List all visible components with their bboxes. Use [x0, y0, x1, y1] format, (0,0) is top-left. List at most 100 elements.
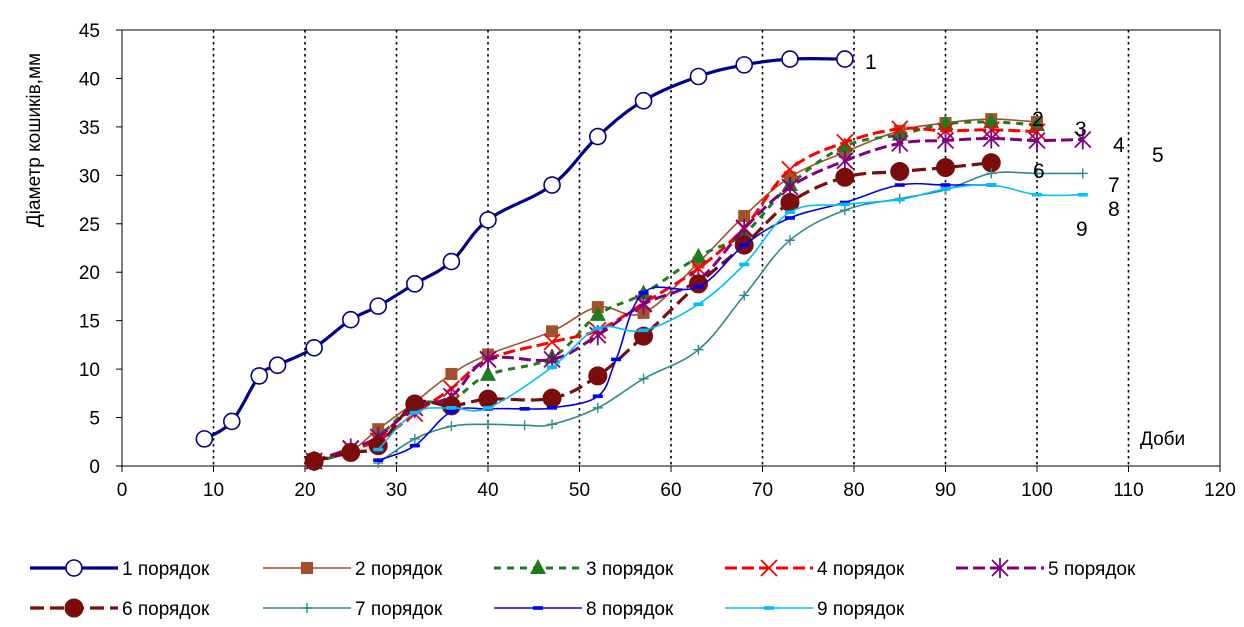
data-point — [983, 113, 1000, 129]
legend: 1 порядок 2 порядок 3 порядок 4 порядок 5 по… — [30, 558, 1136, 620]
legend-label: 2 порядок — [355, 559, 443, 580]
y-tick-label: 40 — [79, 69, 100, 90]
data-point — [543, 176, 561, 194]
data-point — [634, 91, 653, 110]
x-axis-title: Доби — [1140, 429, 1185, 450]
series-end-label: 1 — [865, 51, 877, 74]
legend-item-1: 1 порядок — [30, 559, 210, 580]
x-tick-label: 100 — [1021, 480, 1053, 501]
legend-label: 3 порядок — [586, 559, 674, 580]
x-tick-label: 70 — [752, 480, 773, 501]
data-point — [442, 252, 461, 271]
data-point — [446, 409, 457, 414]
data-point — [301, 562, 313, 574]
legend-item-9: 9 порядок — [725, 599, 905, 620]
data-point — [689, 67, 708, 86]
y-tick-label: 25 — [79, 215, 100, 236]
data-point — [781, 50, 799, 68]
data-point — [986, 183, 997, 187]
data-point — [735, 56, 754, 74]
data-point — [739, 243, 750, 247]
data-point — [940, 183, 951, 187]
data-point — [764, 606, 774, 610]
series-end-label: 3 — [1075, 118, 1087, 141]
data-point — [223, 412, 241, 431]
data-point — [250, 367, 269, 385]
x-tick-label: 80 — [843, 480, 864, 501]
data-point — [483, 406, 493, 410]
y-tick-label: 0 — [89, 457, 100, 478]
legend-label: 4 порядок — [817, 559, 905, 580]
y-tick-label: 15 — [79, 312, 100, 333]
series-end-label: 4 — [1113, 134, 1125, 157]
x-tick-label: 120 — [1204, 480, 1236, 501]
data-point — [530, 559, 546, 574]
data-point — [409, 443, 420, 448]
y-tick-label: 35 — [79, 118, 100, 139]
x-tick-label: 0 — [117, 480, 128, 501]
data-point — [836, 133, 854, 152]
data-point — [592, 402, 603, 413]
data-point — [784, 235, 795, 246]
data-point — [784, 210, 795, 214]
data-point — [373, 458, 384, 462]
x-tick-label: 50 — [569, 480, 590, 501]
data-point — [991, 558, 1009, 578]
data-point — [592, 326, 603, 331]
data-point — [64, 598, 84, 618]
legend-label: 9 порядок — [817, 599, 905, 620]
data-point — [693, 302, 704, 306]
legend-item-3: 3 порядок — [494, 559, 674, 580]
series-end-label: 8 — [1108, 198, 1120, 221]
series-1 — [195, 50, 854, 448]
legend-item-5: 5 порядок — [956, 558, 1136, 580]
series-9 — [373, 183, 1088, 452]
legend-item-7: 7 порядок — [263, 599, 443, 620]
data-point — [588, 127, 607, 146]
y-tick-label: 5 — [89, 409, 100, 430]
data-point — [891, 133, 909, 154]
data-point — [65, 559, 83, 577]
y-tick-label: 20 — [79, 263, 100, 284]
data-point — [446, 421, 457, 432]
legend-label: 7 порядок — [355, 599, 443, 620]
data-point — [836, 150, 854, 171]
data-point — [409, 433, 420, 444]
data-point — [781, 160, 799, 179]
data-point — [739, 290, 750, 301]
data-point — [589, 305, 606, 321]
series-end-label: 9 — [1076, 218, 1088, 241]
y-tick-label: 10 — [79, 360, 100, 381]
legend-item-4: 4 порядок — [725, 559, 905, 580]
data-point — [738, 210, 751, 223]
legend-label: 6 порядок — [122, 599, 210, 620]
data-point — [547, 419, 558, 430]
data-point — [445, 367, 458, 380]
data-point — [542, 388, 562, 408]
data-point — [1028, 130, 1046, 151]
data-point — [409, 410, 420, 415]
data-point — [479, 211, 497, 229]
data-point — [519, 407, 530, 411]
data-point — [835, 167, 855, 187]
legend-item-6: 6 порядок — [30, 598, 210, 620]
data-point — [1077, 192, 1088, 197]
x-tick-label: 30 — [386, 480, 407, 501]
data-point — [940, 187, 951, 191]
data-point — [446, 406, 457, 410]
data-point — [894, 183, 905, 187]
series-layer — [195, 50, 1092, 472]
data-point — [592, 394, 603, 399]
data-point — [839, 202, 850, 207]
data-point — [546, 325, 559, 338]
series-8 — [373, 182, 997, 462]
data-point — [836, 137, 853, 153]
data-point — [836, 50, 854, 68]
series-end-label: 7 — [1108, 174, 1120, 197]
x-tick-label: 110 — [1113, 480, 1143, 501]
data-point — [936, 130, 955, 151]
y-tick-label: 30 — [79, 166, 100, 187]
y-tick-label: 45 — [79, 21, 100, 42]
data-point — [547, 406, 558, 410]
